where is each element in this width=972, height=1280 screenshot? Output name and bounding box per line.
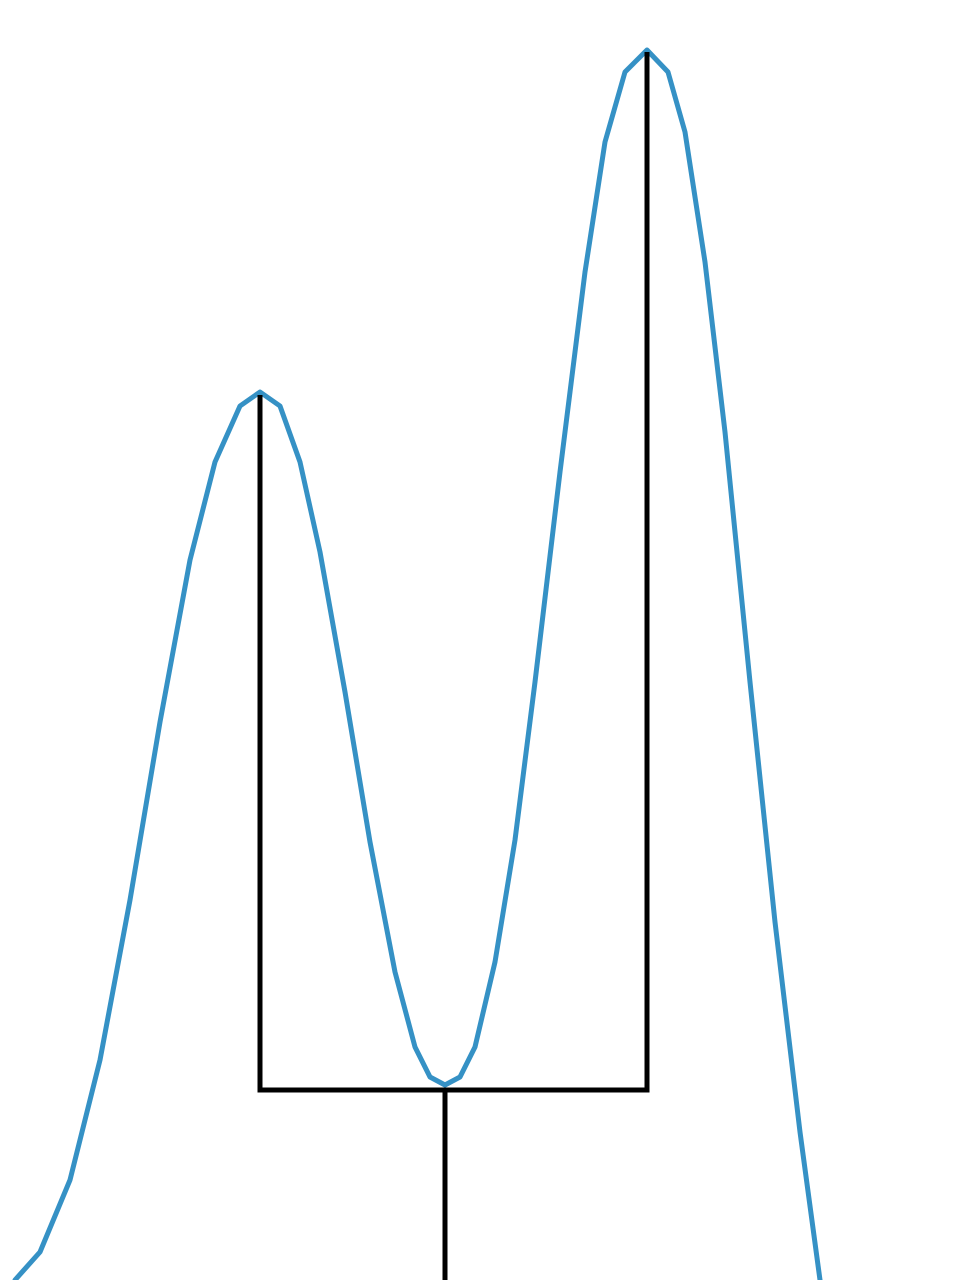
density-curve [12,47,823,1280]
dendrogram [257,52,650,1280]
